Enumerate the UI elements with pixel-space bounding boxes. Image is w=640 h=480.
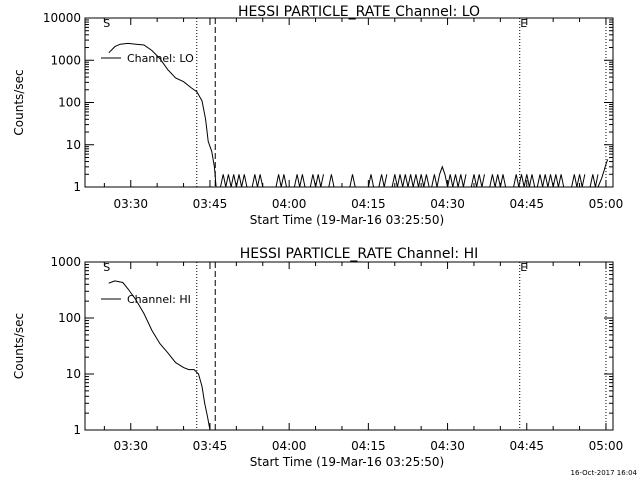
lo-channel-chart: HESSI PARTICLE_RATE Channel: LO Start Tim…	[12, 4, 623, 227]
end-marker: E	[520, 261, 527, 274]
end-rise-segment	[597, 159, 609, 188]
x-tick-label: 03:45	[193, 439, 228, 453]
x-tick-label: 04:30	[430, 197, 465, 211]
y-tick-label: 100	[58, 96, 81, 110]
y-tick-label: 1000	[50, 53, 81, 67]
end-marker: E	[520, 17, 527, 30]
noise-segment	[328, 174, 335, 188]
plot-frame	[84, 17, 614, 188]
y-tick-label: 10	[66, 138, 81, 152]
chart-title: HESSI PARTICLE_RATE Channel: HI	[240, 246, 478, 262]
y-tick-label: 1	[73, 423, 81, 437]
y-tick-label: 1	[73, 180, 81, 194]
legend-label: Channel: HI	[127, 293, 191, 306]
x-axis-label: Start Time (19-Mar-16 03:25:50)	[250, 213, 444, 227]
x-tick-label: 04:00	[272, 197, 307, 211]
x-axis-label: Start Time (19-Mar-16 03:25:50)	[250, 455, 444, 469]
noise-segment	[220, 174, 248, 188]
chart-title: HESSI PARTICLE_RATE Channel: LO	[238, 4, 480, 20]
noise-segment	[489, 174, 507, 188]
y-axis-label: Counts/sec	[12, 69, 26, 135]
x-tick-label: 05:00	[589, 439, 624, 453]
noise-segment	[571, 174, 586, 188]
noise-segment	[349, 174, 356, 188]
noise-segment	[378, 174, 388, 188]
y-tick-label: 1000	[50, 255, 81, 269]
x-tick-label: 03:30	[113, 197, 148, 211]
noise-segment	[431, 165, 467, 188]
y-tick-label: 10000	[43, 11, 81, 25]
series-line	[108, 42, 217, 188]
noise-segment	[391, 174, 430, 188]
noise-segment	[470, 174, 485, 188]
noise-segment	[367, 174, 375, 188]
y-tick-label: 100	[58, 311, 81, 325]
start-marker: S	[103, 17, 110, 30]
hi-channel-chart: HESSI PARTICLE_RATE Channel: HI Start Tim…	[12, 246, 623, 469]
noise-segment	[536, 174, 565, 188]
x-tick-label: 04:15	[351, 439, 386, 453]
noise-segment	[293, 174, 306, 188]
x-tick-label: 03:45	[193, 197, 228, 211]
x-tick-label: 05:00	[589, 197, 624, 211]
noise-segment	[309, 174, 324, 188]
plot-frame	[84, 261, 614, 431]
x-tick-label: 04:00	[272, 439, 307, 453]
x-tick-label: 03:30	[113, 439, 148, 453]
noise-segment	[513, 174, 536, 188]
x-tick-label: 04:30	[430, 439, 465, 453]
series-line	[108, 280, 211, 431]
noise-segment	[589, 174, 599, 188]
noise-segment	[251, 174, 264, 188]
y-tick-label: 10	[66, 367, 81, 381]
x-tick-label: 04:45	[509, 197, 544, 211]
legend-label: Channel: LO	[127, 52, 194, 65]
y-axis-label: Counts/sec	[12, 313, 26, 379]
x-tick-label: 04:15	[351, 197, 386, 211]
start-marker: S	[103, 261, 110, 274]
footer-timestamp: 16-Oct-2017 16:04	[571, 469, 638, 477]
noise-segment	[275, 174, 287, 188]
x-tick-label: 04:45	[509, 439, 544, 453]
